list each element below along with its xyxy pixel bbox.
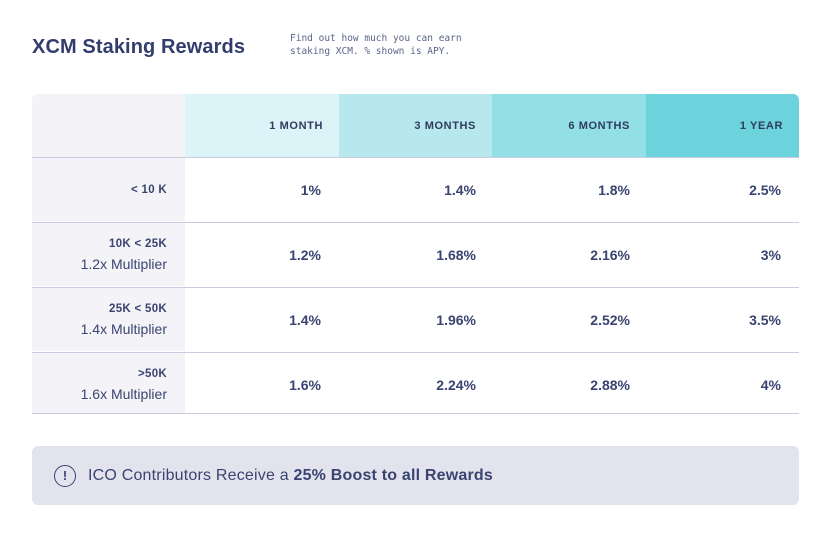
apy-value: 1.6%	[289, 376, 321, 393]
tier-range: 10K < 25K	[109, 237, 167, 250]
notice-text-bold: 25% Boost to all Rewards	[293, 466, 494, 484]
table-row: 25K < 50K 1.4x Multiplier 1.4% 1.96% 2.5…	[32, 287, 799, 352]
table-row: 10K < 25K 1.2x Multiplier 1.2% 1.68% 2.1…	[32, 222, 799, 287]
apy-value: 2.16%	[590, 246, 630, 263]
page-subtitle: Find out how much you can earn staking X…	[290, 32, 510, 58]
apy-value: 3%	[760, 246, 781, 263]
apy-value: 1.2%	[289, 246, 321, 263]
apy-value: 1.68%	[436, 246, 476, 263]
column-header-1-month: 1 MONTH	[185, 94, 339, 157]
tier-multiplier: 1.2x Multiplier	[80, 255, 167, 272]
apy-value: 2.88%	[590, 376, 630, 393]
apy-value: 1.4%	[289, 311, 321, 328]
column-header-1-year: 1 YEAR	[646, 94, 799, 157]
apy-value: 1.4%	[444, 181, 476, 198]
apy-value: 1%	[300, 181, 321, 198]
column-header-6-months: 6 MONTHS	[492, 94, 646, 157]
apy-value: 2.52%	[590, 311, 630, 328]
row-label: < 10 K	[32, 158, 185, 221]
apy-value: 4%	[760, 376, 781, 393]
row-label: >50K 1.6x Multiplier	[32, 353, 185, 414]
staking-rewards-table: 1 MONTH 3 MONTHS 6 MONTHS 1 YEAR < 10 K …	[32, 94, 799, 414]
column-header-3-months: 3 MONTHS	[339, 94, 492, 157]
notice-text: ICO Contributors Receive a 25% Boost to …	[88, 467, 493, 485]
apy-value: 2.5%	[749, 181, 781, 198]
table-row: < 10 K 1% 1.4% 1.8% 2.5%	[32, 157, 799, 222]
row-label: 10K < 25K 1.2x Multiplier	[32, 223, 185, 286]
subtitle-line-1: Find out how much you can earn	[290, 33, 462, 44]
tier-multiplier: 1.6x Multiplier	[80, 385, 167, 402]
table-bottom-divider	[32, 413, 799, 414]
apy-value: 3.5%	[749, 311, 781, 328]
tier-multiplier: 1.4x Multiplier	[80, 320, 167, 337]
apy-value: 1.8%	[598, 181, 630, 198]
tier-range: < 10 K	[130, 183, 167, 196]
table-header-row: 1 MONTH 3 MONTHS 6 MONTHS 1 YEAR	[32, 94, 799, 157]
ico-boost-notice: ! ICO Contributors Receive a 25% Boost t…	[32, 446, 799, 505]
table-row: >50K 1.6x Multiplier 1.6% 2.24% 2.88% 4%	[32, 352, 799, 414]
apy-value: 2.24%	[436, 376, 476, 393]
notice-text-prefix: ICO Contributors Receive a	[88, 466, 294, 484]
exclamation-circle-icon: !	[54, 464, 76, 487]
tier-range: >50K	[137, 367, 167, 380]
tier-range: 25K < 50K	[109, 302, 167, 315]
row-label: 25K < 50K 1.4x Multiplier	[32, 288, 185, 351]
apy-value: 1.96%	[436, 311, 476, 328]
header-corner-cell	[32, 94, 185, 157]
subtitle-line-2: staking XCM. % shown is APY.	[290, 46, 451, 57]
page-title: XCM Staking Rewards	[32, 36, 246, 58]
